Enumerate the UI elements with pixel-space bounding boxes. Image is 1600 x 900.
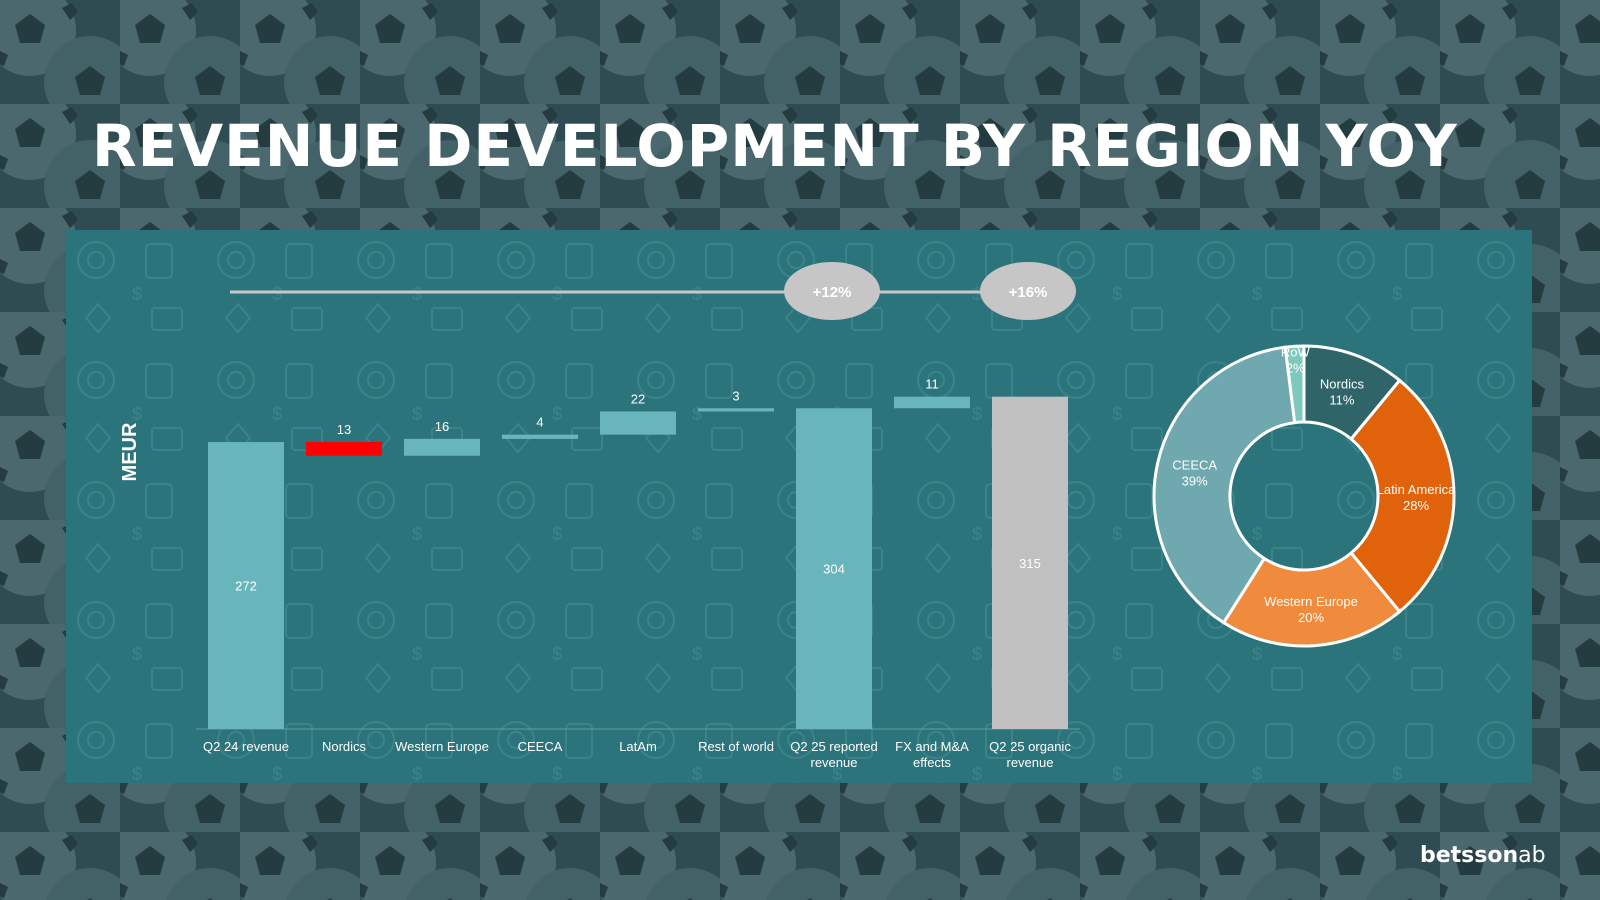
category-label-2: Western Europe [395, 739, 489, 754]
waterfall-bar-2 [404, 438, 480, 456]
data-label-8: 315 [1019, 556, 1041, 571]
brand-bold: betsson [1420, 843, 1519, 868]
donut-percent-row: 2% [1286, 360, 1305, 375]
data-label-2: 16 [435, 419, 449, 434]
category-label-7-line-0: FX and M&A [895, 739, 969, 754]
waterfall-chart: MEUR 272 Q2 24 revenue 13 Nordics 16 Western E… [119, 262, 1080, 770]
category-label-8-line-1: revenue [1007, 755, 1054, 770]
data-label-4: 22 [631, 391, 645, 406]
slide-title: REVENUE DEVELOPMENT BY REGION YOY [92, 112, 1458, 180]
donut-percent-latin-america: 28% [1403, 498, 1429, 513]
waterfall-bar-5 [698, 408, 774, 412]
donut-percent-nordics: 11% [1329, 393, 1354, 408]
waterfall-bar-8 [992, 396, 1068, 729]
data-label-0: 272 [235, 579, 257, 594]
brand-light: ab [1518, 843, 1546, 868]
data-label-5: 3 [732, 388, 739, 403]
waterfall-bar-4 [600, 411, 676, 435]
waterfall-bar-3 [502, 434, 578, 439]
growth-label-1: +16% [1009, 284, 1048, 301]
data-label-7: 11 [925, 377, 939, 392]
donut-percent-western-europe: 20% [1298, 610, 1324, 625]
category-label-4: LatAm [619, 739, 657, 754]
waterfall-bar-1 [306, 442, 382, 456]
category-label-6-line-1: revenue [811, 755, 858, 770]
category-label-3: CEECA [518, 739, 563, 754]
data-label-6: 304 [823, 562, 845, 577]
donut-label-latin-america: Latin America [1377, 482, 1457, 497]
category-label-5: Rest of world [698, 739, 774, 754]
category-label-6-line-0: Q2 25 reported [790, 739, 877, 754]
donut-label-western-europe: Western Europe [1264, 594, 1358, 609]
waterfall-bar-0 [208, 442, 284, 729]
data-label-3: 4 [536, 415, 543, 430]
category-label-7-line-1: effects [913, 755, 952, 770]
y-axis-label: MEUR [119, 422, 141, 481]
donut-slice-ceeca [1152, 345, 1297, 625]
category-label-8-line-0: Q2 25 organic [989, 739, 1071, 754]
donut-label-row: RoW [1281, 344, 1311, 359]
data-label-1: 13 [337, 422, 351, 437]
waterfall-bar-6 [796, 408, 872, 729]
donut-slice-row [1283, 344, 1306, 425]
growth-oval-1 [980, 262, 1076, 320]
donut-percent-ceeca: 39% [1182, 474, 1208, 489]
betsson-logo: betssonab [1420, 843, 1546, 868]
donut-slice-latin-america [1349, 378, 1456, 614]
donut-slice-western-europe [1221, 550, 1402, 648]
category-label-0: Q2 24 revenue [203, 739, 289, 754]
waterfall-bar-7 [894, 396, 970, 409]
donut-label-ceeca: CEECA [1172, 458, 1217, 473]
donut-label-nordics: Nordics [1320, 377, 1365, 392]
growth-oval-0 [784, 262, 880, 320]
growth-label-0: +12% [813, 284, 852, 301]
category-label-1: Nordics [322, 739, 367, 754]
